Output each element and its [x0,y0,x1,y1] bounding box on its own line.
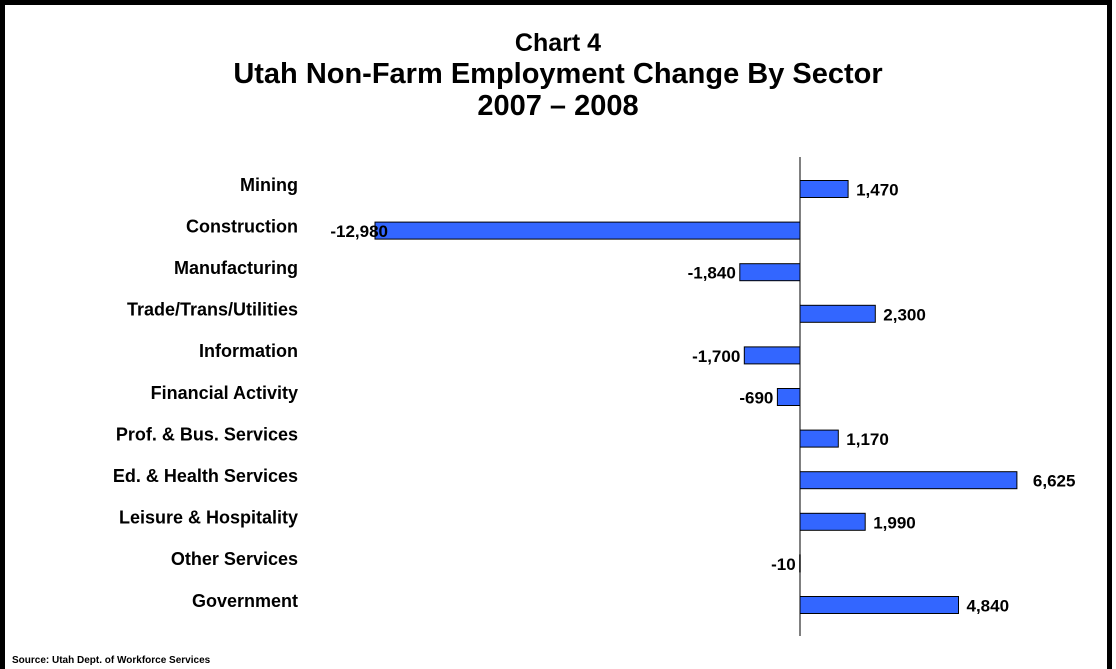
chart-title: Utah Non-Farm Employment Change By Secto… [233,58,883,90]
bar-government [799,596,959,614]
category-label-information: Information [199,341,298,361]
bar-financial-activity [776,388,801,406]
category-label-construction: Construction [186,216,298,236]
bar-mining [799,180,849,198]
value-label-leisure-hospitality: 1,990 [873,513,916,532]
chart-title-number: Chart 4 [514,29,602,57]
category-label-financial-activity: Financial Activity [151,383,298,403]
category-label-ed-health-services: Ed. & Health Services [113,466,298,486]
bars-group [374,180,1018,614]
category-label-manufacturing: Manufacturing [174,258,298,278]
category-label-government: Government [192,591,298,611]
bar-prof-bus-services [799,429,839,448]
bar-information [743,346,801,365]
category-label-leisure-hospitality: Leisure & Hospitality [119,508,298,528]
category-labels-group: Mining Construction Manufacturing Trade/Tra… [113,175,298,611]
value-label-ed-health-services: 6,625 [1033,472,1076,491]
bar-trade-trans-utilities [799,304,876,323]
value-label-prof-bus-services: 1,170 [846,430,889,449]
source-note: Source: Utah Dept. of Workforce Services [12,655,211,666]
bar-leisure-hospitality [799,512,866,531]
value-label-construction: -12,980 [330,222,388,241]
bar-ed-health-services [799,471,1018,490]
chart-title-block: Chart 4 Utah Non-Farm Employment Change … [0,28,1116,122]
category-label-mining: Mining [240,175,298,195]
category-label-other-services: Other Services [171,549,298,569]
bar-construction [374,221,801,240]
value-label-other-services: -10 [771,555,796,574]
value-labels-group: 1,470 -12,980 -1,840 2,300 -1,700 -690 1,170 6,… [330,180,1075,615]
value-label-government: 4,840 [967,596,1010,615]
value-label-financial-activity: -690 [739,388,773,407]
chart-subtitle-years: 2007 – 2008 [477,90,639,122]
value-label-trade-trans-utilities: 2,300 [883,305,926,324]
category-label-trade-trans-utilities: Trade/Trans/Utilities [127,300,298,320]
value-label-manufacturing: -1,840 [688,264,736,283]
value-label-information: -1,700 [692,347,740,366]
value-label-mining: 1,470 [856,180,899,199]
bar-manufacturing [739,263,801,282]
category-label-prof-bus-services: Prof. & Bus. Services [116,424,298,444]
